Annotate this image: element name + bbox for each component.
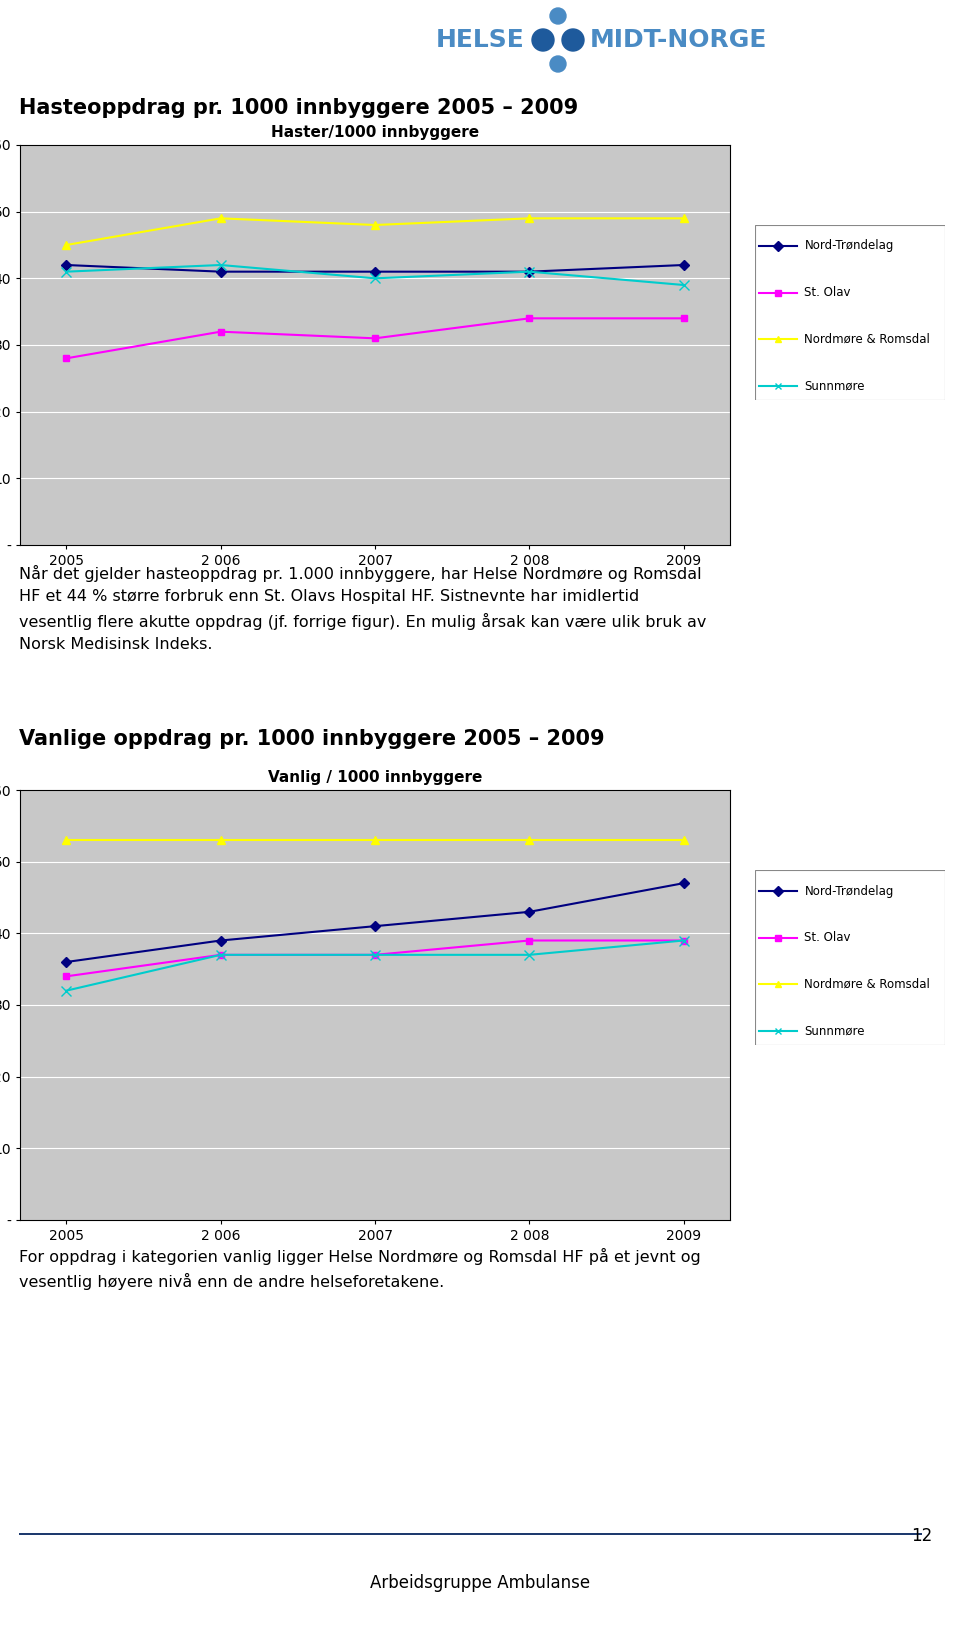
Text: HELSE: HELSE (436, 28, 525, 52)
Text: Når det gjelder hasteoppdrag pr. 1.000 innbyggere, har Helse Nordmøre og Romsdal: Når det gjelder hasteoppdrag pr. 1.000 i… (19, 565, 707, 651)
Text: Nord-Trøndelag: Nord-Trøndelag (804, 239, 894, 252)
Text: Sunnmøre: Sunnmøre (804, 379, 865, 392)
Text: For oppdrag i kategorien vanlig ligger Helse Nordmøre og Romsdal HF på et jevnt : For oppdrag i kategorien vanlig ligger H… (19, 1249, 701, 1291)
Circle shape (550, 8, 566, 24)
Text: Hasteoppdrag pr. 1000 innbyggere 2005 – 2009: Hasteoppdrag pr. 1000 innbyggere 2005 – … (19, 98, 579, 117)
Text: MIDT-NORGE: MIDT-NORGE (590, 28, 767, 52)
Text: Sunnmøre: Sunnmøre (804, 1024, 865, 1037)
Text: Nord-Trøndelag: Nord-Trøndelag (804, 884, 894, 897)
Circle shape (562, 29, 584, 50)
Text: St. Olav: St. Olav (804, 931, 851, 944)
Circle shape (532, 29, 554, 50)
Circle shape (550, 55, 566, 72)
Text: Nordmøre & Romsdal: Nordmøre & Romsdal (804, 978, 930, 991)
Text: St. Olav: St. Olav (804, 287, 851, 300)
Title: Vanlig / 1000 innbyggere: Vanlig / 1000 innbyggere (268, 770, 482, 785)
Title: Haster/1000 innbyggere: Haster/1000 innbyggere (271, 125, 479, 140)
Text: Nordmøre & Romsdal: Nordmøre & Romsdal (804, 332, 930, 345)
Text: 12: 12 (911, 1527, 932, 1545)
Text: Arbeidsgruppe Ambulanse: Arbeidsgruppe Ambulanse (370, 1574, 590, 1592)
Text: Vanlige oppdrag pr. 1000 innbyggere 2005 – 2009: Vanlige oppdrag pr. 1000 innbyggere 2005… (19, 729, 605, 749)
